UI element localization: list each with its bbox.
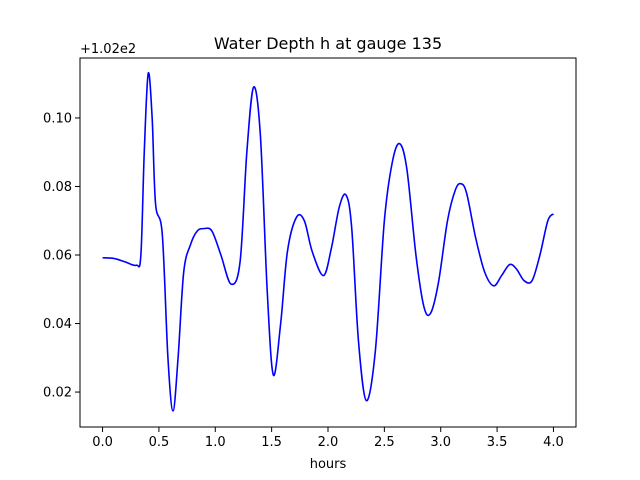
- plot-area: [102, 72, 555, 412]
- x-tick-label: 2.5: [374, 435, 395, 450]
- x-tick-label: 1.5: [261, 435, 282, 450]
- y-tick-label: 0.04: [43, 317, 72, 332]
- y-offset-label: +1.02e2: [80, 42, 136, 57]
- y-tick-label: 0.06: [43, 249, 72, 264]
- y-tick-label: 0.08: [43, 180, 72, 195]
- x-tick-label: 0.5: [149, 435, 170, 450]
- plot-frame: [79, 57, 577, 428]
- x-tick-label: 2.0: [318, 435, 339, 450]
- x-tick-label: 3.0: [430, 435, 451, 450]
- y-tick-label: 0.02: [43, 386, 72, 401]
- x-tick-label: 0.0: [92, 435, 113, 450]
- x-tick-label: 3.5: [487, 435, 508, 450]
- y-axis: 0.02 0.04 0.06 0.08 0.10: [43, 111, 80, 401]
- x-axis: 0.0 0.5 1.0 1.5 2.0 2.5 3.0 3.5 4.0: [92, 427, 564, 450]
- x-tick-label: 4.0: [543, 435, 564, 450]
- x-axis-label: hours: [310, 457, 347, 472]
- x-tick-label: 1.0: [205, 435, 226, 450]
- y-tick-label: 0.10: [43, 111, 72, 126]
- series-line: [102, 72, 555, 412]
- chart-title: Water Depth h at gauge 135: [214, 34, 442, 53]
